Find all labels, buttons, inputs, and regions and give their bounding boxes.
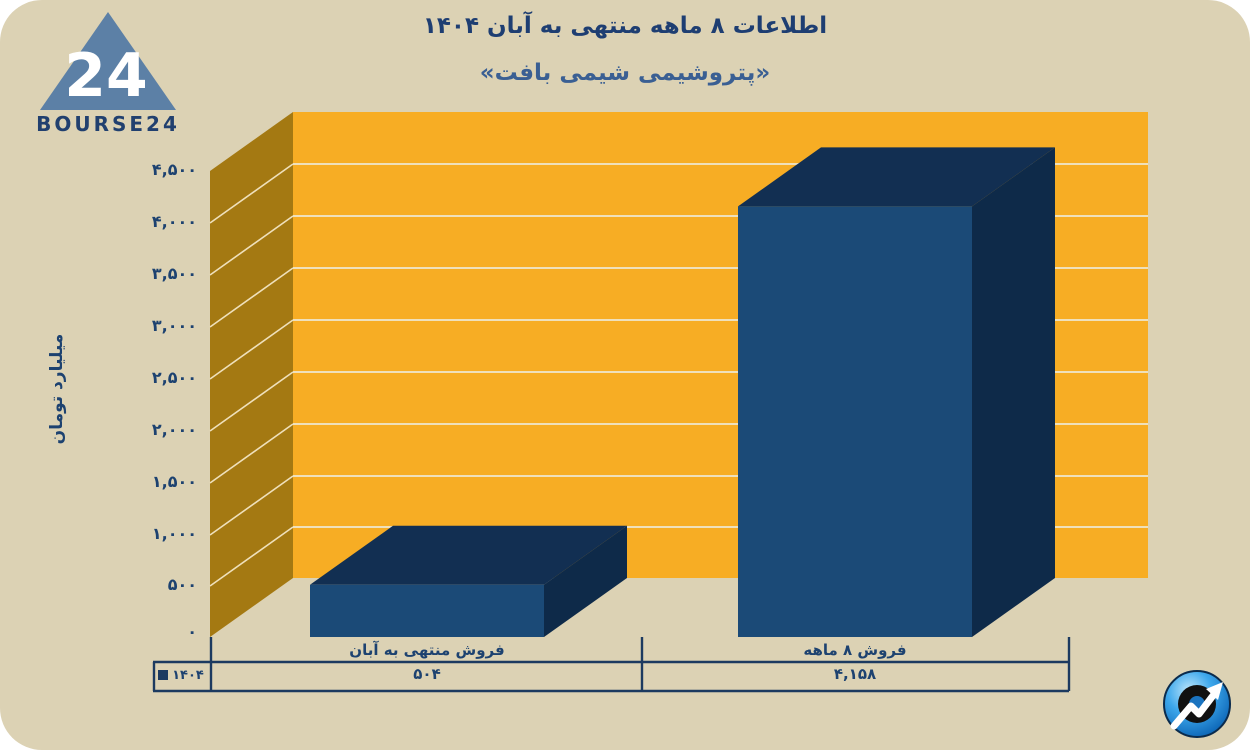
- y-tick-500: ۵۰۰: [167, 575, 197, 594]
- y-tick-2500: ۲,۵۰۰: [151, 368, 197, 387]
- table-value-2: ۴,۱۵۸: [833, 665, 877, 683]
- bar-1-side-face: [544, 525, 627, 637]
- y-tick-3500: ۳,۵۰۰: [151, 264, 197, 283]
- bar-1-top-face: [310, 525, 627, 585]
- bar-2-side-face: [972, 147, 1055, 637]
- y-tick-2000: ۲,۰۰۰: [151, 420, 197, 439]
- bar-1-front-face: [310, 584, 544, 637]
- y-tick-1000: ۱,۰۰۰: [151, 524, 197, 543]
- site-ball-logo-icon: [1163, 670, 1231, 738]
- legend-swatch-icon: [158, 670, 169, 680]
- legend-label: ۱۴۰۴: [172, 667, 204, 683]
- logo-number: 24: [64, 41, 148, 111]
- y-tick-4000: ۴,۰۰۰: [151, 212, 197, 231]
- legend-item: ۱۴۰۴: [152, 664, 210, 686]
- page-subtitle: «پتروشیمی شیمی بافت»: [479, 60, 771, 86]
- y-tick-1500: ۱,۵۰۰: [151, 472, 197, 491]
- y-tick-4500: ۴,۵۰۰: [151, 160, 197, 179]
- bourse24-triangle-icon: 24: [40, 12, 176, 111]
- bars-group: [310, 147, 1055, 637]
- category-label-1: فروش منتهی به آبان: [349, 641, 505, 659]
- page-title: اطلاعات ۸ ماهه منتهی به آبان ۱۴۰۴: [422, 13, 828, 39]
- bar-2-front-face: [738, 206, 972, 637]
- side-gridlines: [209, 163, 294, 587]
- y-tick-0: ۰: [187, 622, 197, 641]
- logo-triangle: [40, 12, 176, 110]
- y-tick-3000: ۳,۰۰۰: [151, 316, 197, 335]
- plot-side-wall: [210, 112, 293, 637]
- bar-2-top-face: [738, 147, 1055, 207]
- category-label-2: فروش ۸ ماهه: [803, 641, 907, 659]
- bourse24-logo: 24 BOURSE24: [28, 6, 188, 136]
- brand-wordmark: BOURSE24: [36, 112, 180, 136]
- data-table-frame: [152, 637, 1071, 693]
- table-value-1: ۵۰۴: [413, 665, 441, 683]
